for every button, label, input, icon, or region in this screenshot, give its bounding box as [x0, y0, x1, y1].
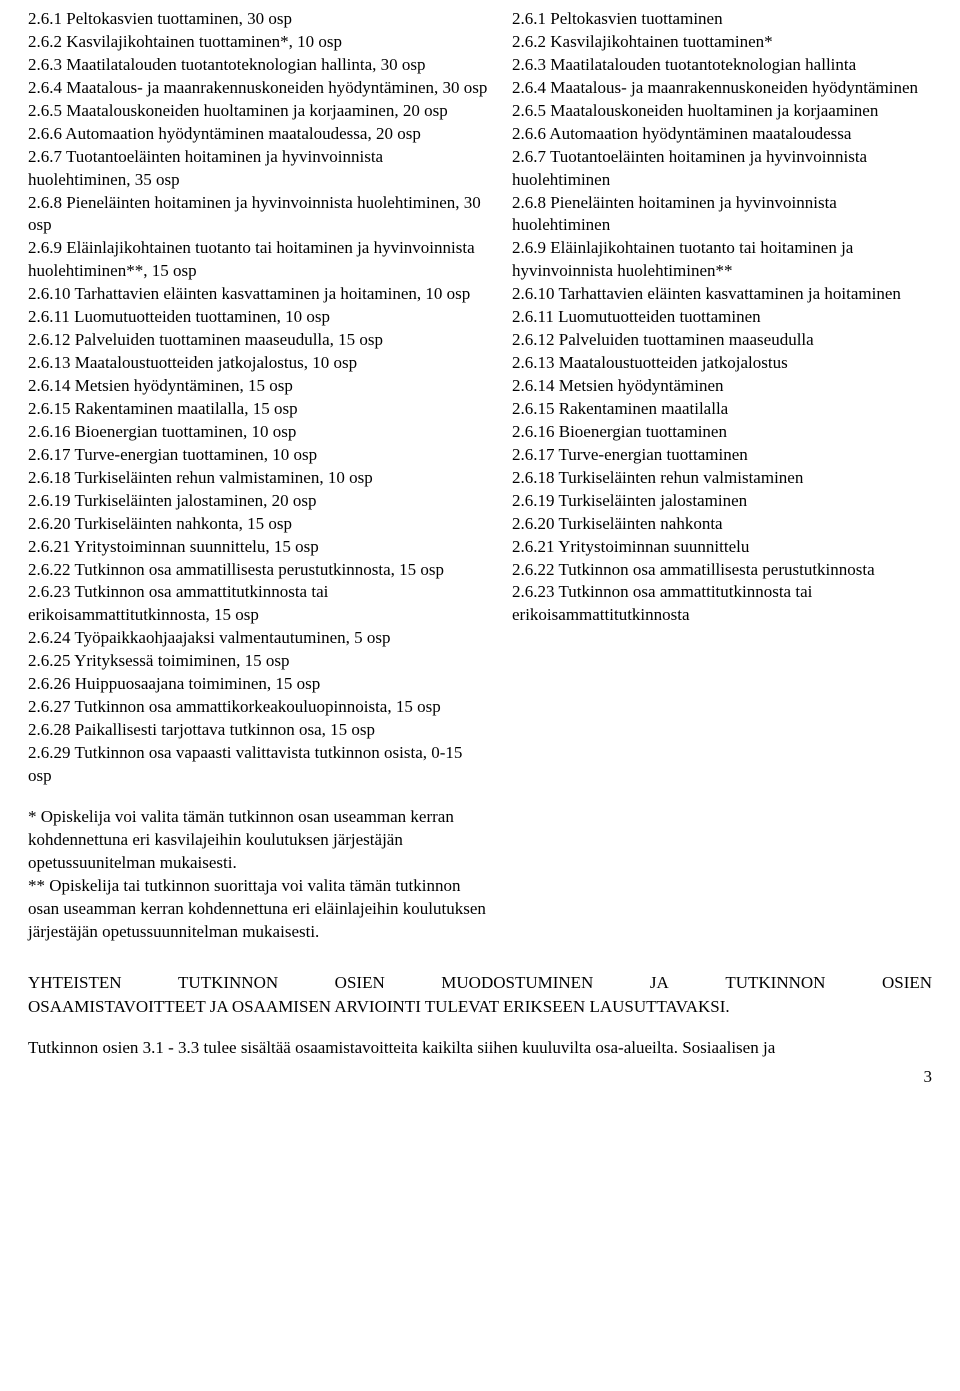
- left-column: 2.6.1 Peltokasvien tuottaminen, 30 osp2.…: [28, 8, 488, 944]
- left-list-item: 2.6.7 Tuotantoeläinten hoitaminen ja hyv…: [28, 146, 488, 192]
- left-list-item: 2.6.2 Kasvilajikohtainen tuottaminen*, 1…: [28, 31, 488, 54]
- right-list-item: 2.6.9 Eläinlajikohtainen tuotanto tai ho…: [512, 237, 932, 283]
- heading-word: MUODOSTUMINEN: [441, 972, 593, 995]
- right-column: 2.6.1 Peltokasvien tuottaminen2.6.2 Kasv…: [512, 8, 932, 944]
- left-list-item: 2.6.4 Maatalous- ja maanrakennuskoneiden…: [28, 77, 488, 100]
- right-list-item: 2.6.22 Tutkinnon osa ammatillisesta peru…: [512, 559, 932, 582]
- right-list-item: 2.6.10 Tarhattavien eläinten kasvattamin…: [512, 283, 932, 306]
- right-list-item: 2.6.15 Rakentaminen maatilalla: [512, 398, 932, 421]
- left-list-item: 2.6.3 Maatilatalouden tuotantoteknologia…: [28, 54, 488, 77]
- right-list-item: 2.6.11 Luomutuotteiden tuottaminen: [512, 306, 932, 329]
- heading-word: JA: [650, 972, 669, 995]
- footnote-block: * Opiskelija voi valita tämän tutkinnon …: [28, 806, 488, 944]
- heading-word: TUTKINNON: [725, 972, 825, 995]
- left-list-item: 2.6.20 Turkiseläinten nahkonta, 15 osp: [28, 513, 488, 536]
- left-list-item: 2.6.27 Tutkinnon osa ammattikorkeakouluo…: [28, 696, 488, 719]
- bottom-body-text: Tutkinnon osien 3.1 - 3.3 tulee sisältää…: [28, 1037, 932, 1060]
- left-list-item: 2.6.21 Yritystoiminnan suunnittelu, 15 o…: [28, 536, 488, 559]
- heading-word: TUTKINNON: [178, 972, 278, 995]
- heading-word: YHTEISTEN: [28, 972, 121, 995]
- right-list-item: 2.6.14 Metsien hyödyntäminen: [512, 375, 932, 398]
- left-list-item: 2.6.9 Eläinlajikohtainen tuotanto tai ho…: [28, 237, 488, 283]
- right-list-item: 2.6.12 Palveluiden tuottaminen maaseudul…: [512, 329, 932, 352]
- footnote-2: ** Opiskelija tai tutkinnon suorittaja v…: [28, 875, 488, 944]
- bottom-section: YHTEISTEN TUTKINNON OSIEN MUODOSTUMINEN …: [28, 972, 932, 1090]
- left-list-item: 2.6.19 Turkiseläinten jalostaminen, 20 o…: [28, 490, 488, 513]
- right-list-item: 2.6.21 Yritystoiminnan suunnittelu: [512, 536, 932, 559]
- left-list-item: 2.6.10 Tarhattavien eläinten kasvattamin…: [28, 283, 488, 306]
- left-list-item: 2.6.26 Huippuosaajana toimiminen, 15 osp: [28, 673, 488, 696]
- left-list-item: 2.6.13 Maataloustuotteiden jatkojalostus…: [28, 352, 488, 375]
- left-list-item: 2.6.16 Bioenergian tuottaminen, 10 osp: [28, 421, 488, 444]
- left-list-item: 2.6.28 Paikallisesti tarjottava tutkinno…: [28, 719, 488, 742]
- left-list-item: 2.6.22 Tutkinnon osa ammatillisesta peru…: [28, 559, 488, 582]
- heading-word: OSIEN: [335, 972, 385, 995]
- right-list-item: 2.6.13 Maataloustuotteiden jatkojalostus: [512, 352, 932, 375]
- left-list-item: 2.6.18 Turkiseläinten rehun valmistamine…: [28, 467, 488, 490]
- left-list-item: 2.6.6 Automaation hyödyntäminen maatalou…: [28, 123, 488, 146]
- right-list-item: 2.6.5 Maatalouskoneiden huoltaminen ja k…: [512, 100, 932, 123]
- right-list-item: 2.6.23 Tutkinnon osa ammattitutkinnosta …: [512, 581, 932, 627]
- bottom-heading-line2: OSAAMISTAVOITTEET JA OSAAMISEN ARVIOINTI…: [28, 996, 932, 1019]
- left-list-item: 2.6.1 Peltokasvien tuottaminen, 30 osp: [28, 8, 488, 31]
- left-list-item: 2.6.24 Työpaikkaohjaajaksi valmentautumi…: [28, 627, 488, 650]
- left-list-item: 2.6.12 Palveluiden tuottaminen maaseudul…: [28, 329, 488, 352]
- right-list-item: 2.6.8 Pieneläinten hoitaminen ja hyvinvo…: [512, 192, 932, 238]
- left-list-item: 2.6.8 Pieneläinten hoitaminen ja hyvinvo…: [28, 192, 488, 238]
- left-list-item: 2.6.23 Tutkinnon osa ammattitutkinnosta …: [28, 581, 488, 627]
- heading-word: OSIEN: [882, 972, 932, 995]
- left-list-item: 2.6.29 Tutkinnon osa vapaasti valittavis…: [28, 742, 488, 788]
- right-list-item: 2.6.2 Kasvilajikohtainen tuottaminen*: [512, 31, 932, 54]
- right-list-item: 2.6.7 Tuotantoeläinten hoitaminen ja hyv…: [512, 146, 932, 192]
- left-list-item: 2.6.14 Metsien hyödyntäminen, 15 osp: [28, 375, 488, 398]
- left-list-item: 2.6.11 Luomutuotteiden tuottaminen, 10 o…: [28, 306, 488, 329]
- footnote-1: * Opiskelija voi valita tämän tutkinnon …: [28, 806, 488, 875]
- left-list-item: 2.6.25 Yrityksessä toimiminen, 15 osp: [28, 650, 488, 673]
- two-column-layout: 2.6.1 Peltokasvien tuottaminen, 30 osp2.…: [28, 8, 932, 944]
- left-list-item: 2.6.5 Maatalouskoneiden huoltaminen ja k…: [28, 100, 488, 123]
- right-list-item: 2.6.3 Maatilatalouden tuotantoteknologia…: [512, 54, 932, 77]
- right-list-item: 2.6.16 Bioenergian tuottaminen: [512, 421, 932, 444]
- right-list-item: 2.6.1 Peltokasvien tuottaminen: [512, 8, 932, 31]
- right-list-item: 2.6.18 Turkiseläinten rehun valmistamine…: [512, 467, 932, 490]
- right-list-item: 2.6.6 Automaation hyödyntäminen maatalou…: [512, 123, 932, 146]
- left-list-item: 2.6.15 Rakentaminen maatilalla, 15 osp: [28, 398, 488, 421]
- left-list-item: 2.6.17 Turve-energian tuottaminen, 10 os…: [28, 444, 488, 467]
- right-list-item: 2.6.4 Maatalous- ja maanrakennuskoneiden…: [512, 77, 932, 100]
- right-list-item: 2.6.20 Turkiseläinten nahkonta: [512, 513, 932, 536]
- page-number: 3: [28, 1066, 932, 1089]
- bottom-heading-line1: YHTEISTEN TUTKINNON OSIEN MUODOSTUMINEN …: [28, 972, 932, 995]
- right-list-item: 2.6.17 Turve-energian tuottaminen: [512, 444, 932, 467]
- right-list-item: 2.6.19 Turkiseläinten jalostaminen: [512, 490, 932, 513]
